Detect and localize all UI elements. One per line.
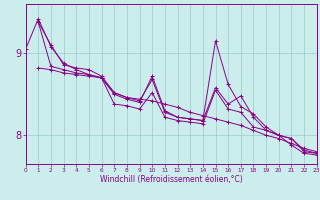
X-axis label: Windchill (Refroidissement éolien,°C): Windchill (Refroidissement éolien,°C) bbox=[100, 175, 243, 184]
